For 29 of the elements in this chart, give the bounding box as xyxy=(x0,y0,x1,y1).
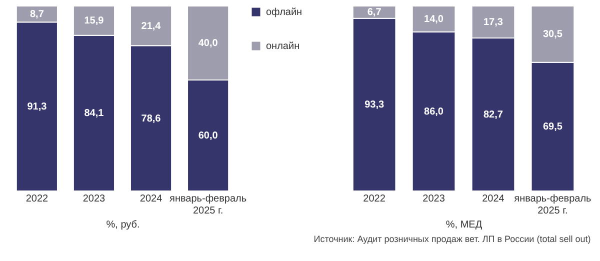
data-label: 15,9 xyxy=(84,16,104,27)
data-label: 21,4 xyxy=(141,20,162,32)
x-tick-label: январь-февраль 2025 г. xyxy=(170,194,247,216)
x-axis-title: %, МЕД xyxy=(446,220,482,230)
data-label: 30,5 xyxy=(542,29,563,40)
data-label: 8,7 xyxy=(30,9,44,20)
data-label: 6,7 xyxy=(367,7,382,18)
x-tick-label: 2024 xyxy=(140,194,163,204)
x-tick-label: 2022 xyxy=(363,194,386,204)
data-label: 69,5 xyxy=(542,122,563,133)
data-label: 14,0 xyxy=(424,14,444,25)
legend-label: онлайн xyxy=(266,41,300,52)
data-label: 93,3 xyxy=(364,100,384,111)
data-label: 91,3 xyxy=(27,102,48,113)
x-tick-label: 2024 xyxy=(482,194,505,204)
data-label: 82,7 xyxy=(484,110,504,121)
legend-label: офлайн xyxy=(266,7,302,18)
data-label: 86,0 xyxy=(424,106,444,118)
x-axis-title: %, руб. xyxy=(106,220,140,230)
x-tick-label: 2023 xyxy=(82,194,106,204)
data-label: 17,3 xyxy=(484,17,504,28)
x-tick-label: 2022 xyxy=(26,194,48,204)
data-label: 40,0 xyxy=(198,38,218,49)
data-label: 60,0 xyxy=(198,130,218,142)
x-tick-label: январь-февраль 2025 г. xyxy=(514,194,592,216)
x-tick-label: 2023 xyxy=(422,194,446,204)
text: Источник: Аудит розничных продаж вет. ЛП в России (total sell out) xyxy=(314,234,591,244)
data-label: 84,1 xyxy=(84,108,104,120)
data-label: 78,6 xyxy=(141,113,162,124)
